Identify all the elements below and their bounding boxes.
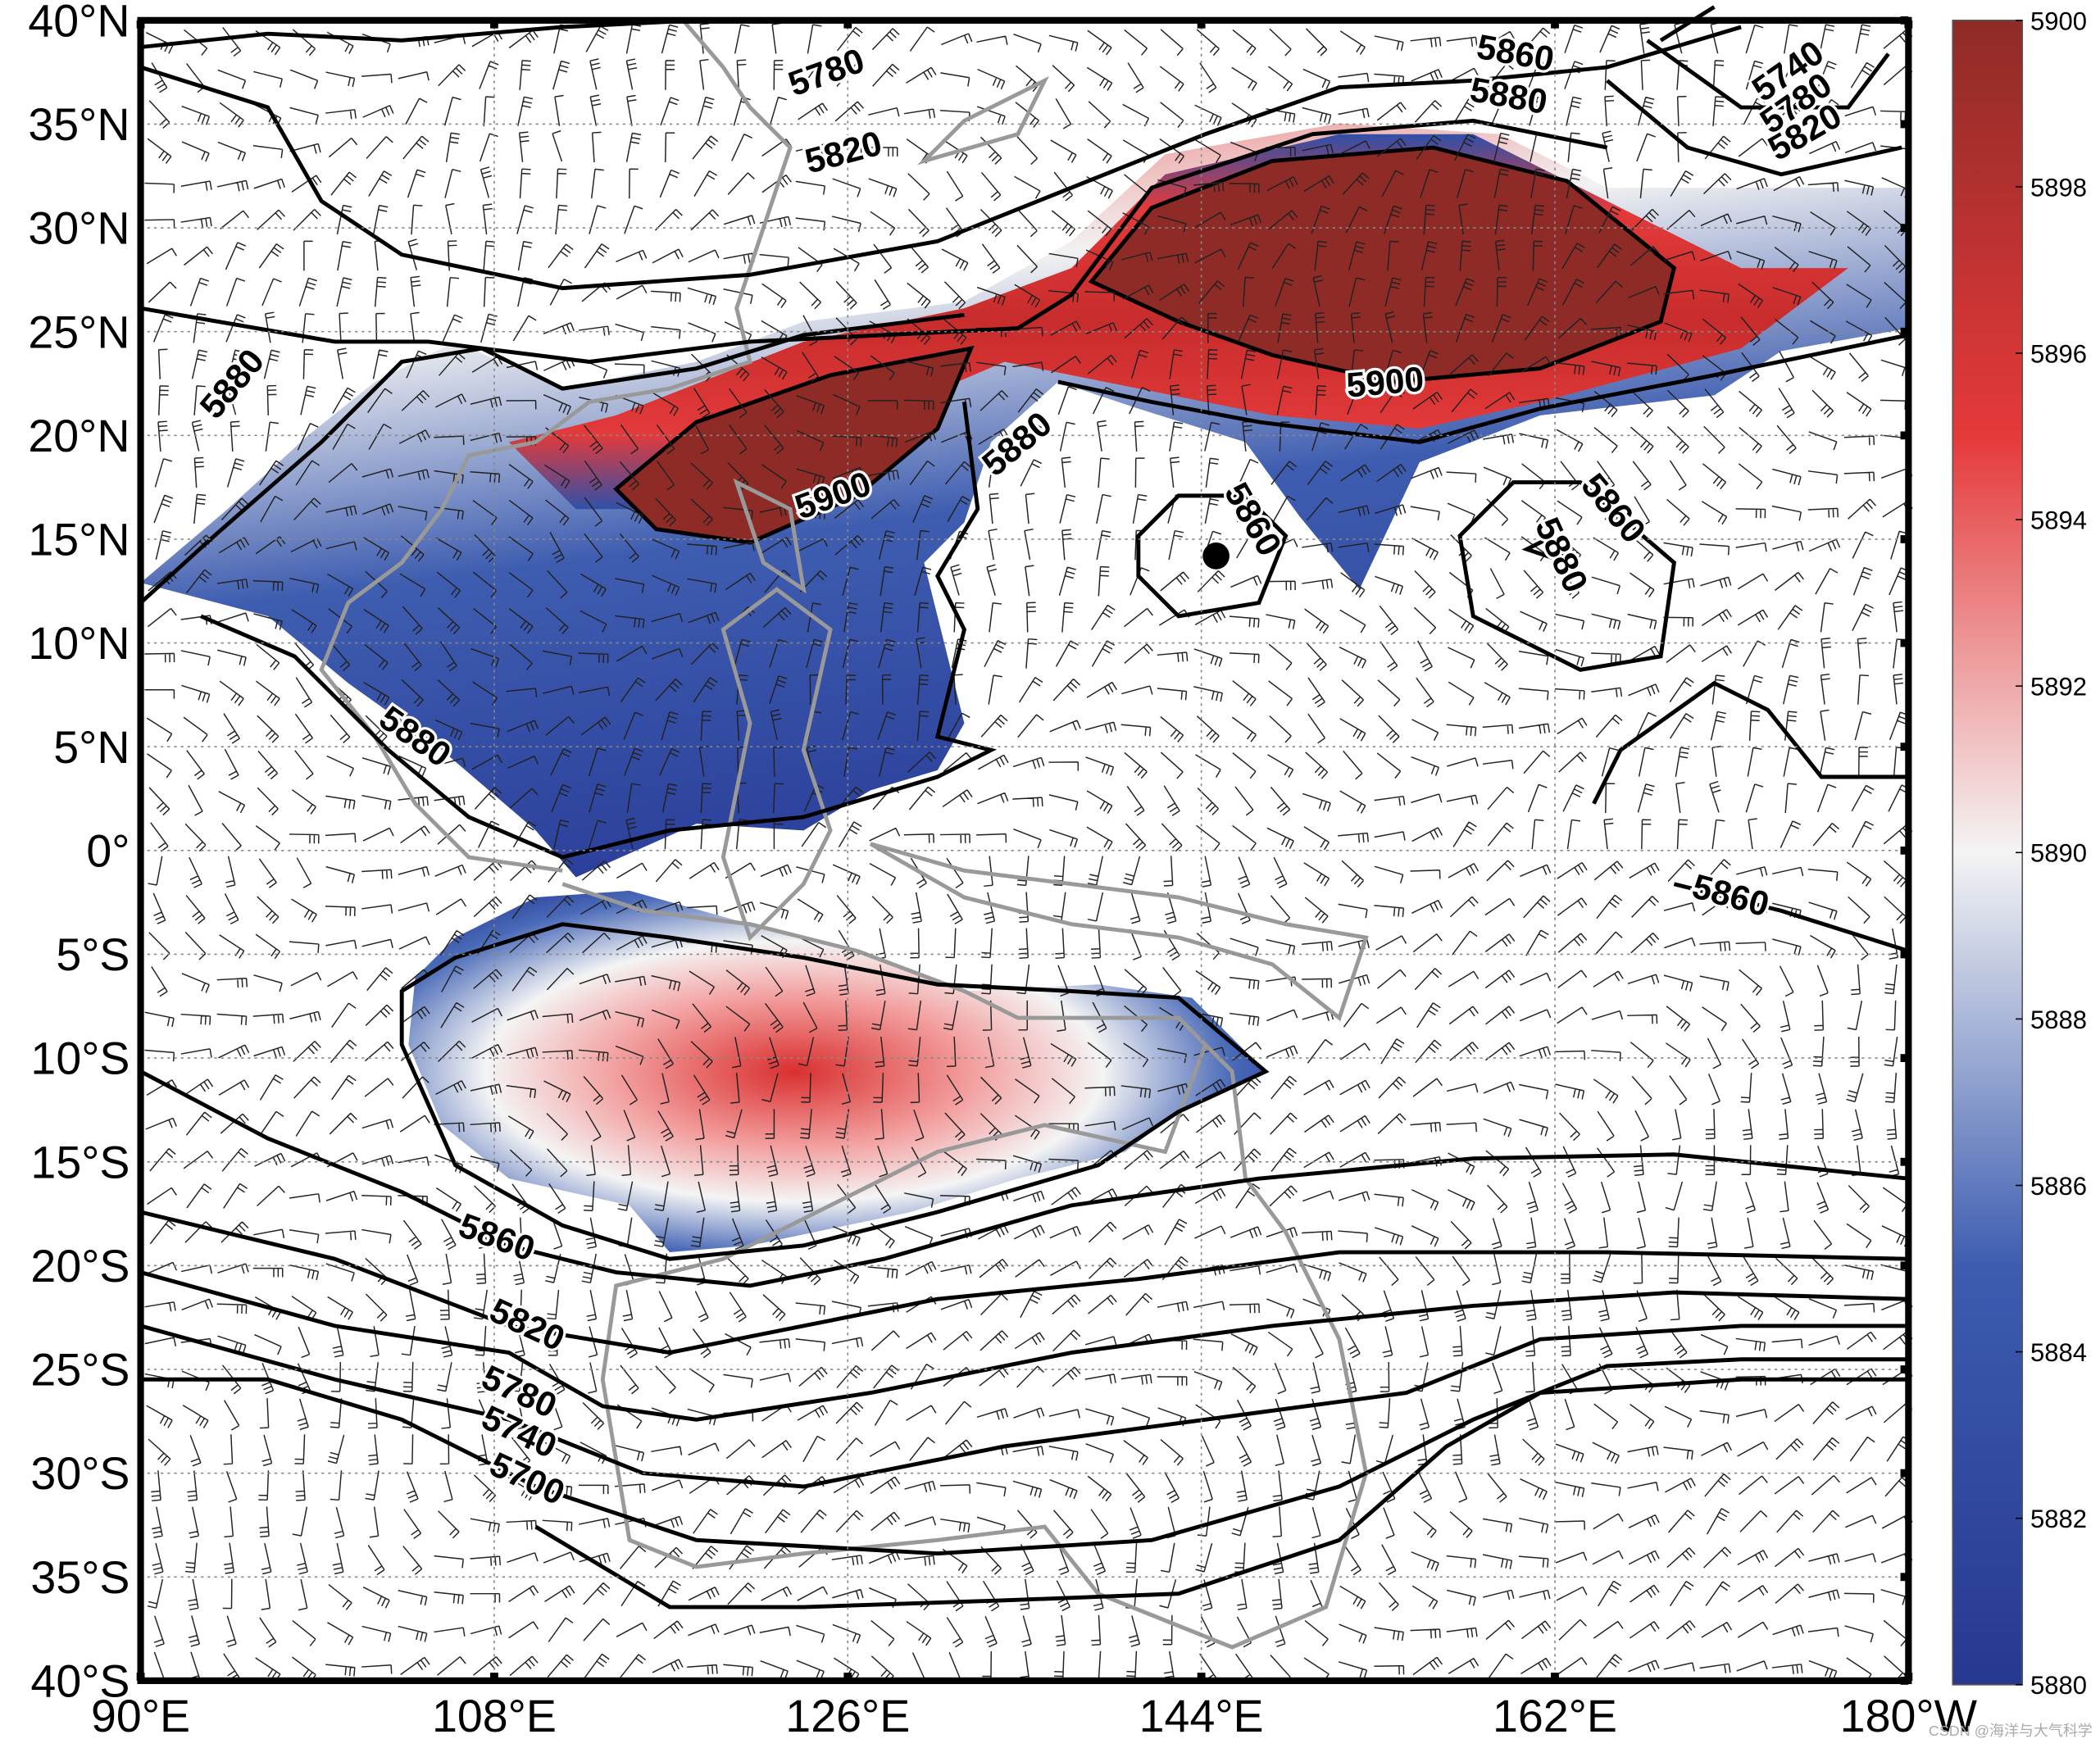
wind-barb [144, 21, 1913, 1684]
colorbar-label: 5890 [2030, 839, 2087, 868]
shading [140, 123, 1909, 1253]
lat-label: 40°S [30, 1656, 130, 1707]
lat-label: 15°N [28, 515, 130, 565]
wind-barbs [144, 21, 1913, 1684]
contour [139, 25, 1742, 291]
lat-label: 35°N [28, 99, 130, 150]
colorbar-label: 5884 [2030, 1338, 2087, 1367]
colorbar-label: 5892 [2030, 673, 2087, 701]
coastline [869, 842, 1369, 1022]
lat-label: 0° [86, 825, 130, 876]
colorbar-label: 5894 [2030, 506, 2087, 535]
tick-mark [1900, 638, 1909, 647]
tick-mark [1900, 120, 1909, 129]
lat-label: 10°S [30, 1033, 130, 1084]
contours [139, 5, 1910, 1610]
lat-label: 30°N [28, 203, 130, 254]
colorbar-label: 5882 [2030, 1505, 2087, 1533]
tick-mark [1900, 950, 1909, 959]
lon-label: 144°E [1139, 1691, 1264, 1741]
contour [1136, 493, 1289, 619]
contour [1592, 680, 1910, 953]
shade-dark-1 [612, 345, 975, 545]
tick-mark [1900, 535, 1909, 543]
contour-label: 5880 [193, 342, 272, 426]
lat-label: 5°N [53, 722, 130, 773]
watermark: CSDN @海洋与大气科学 [1929, 1723, 2093, 1739]
coastline [733, 75, 1049, 594]
colorbar-label: 5898 [2030, 173, 2087, 202]
contour-label: 5780 [784, 42, 870, 104]
tick-mark [1551, 20, 1559, 29]
lat-label: 25°S [30, 1345, 130, 1396]
tick-mark [1900, 742, 1909, 751]
contour-low [1202, 543, 1230, 570]
lat-label: 40°N [28, 0, 130, 46]
contour [139, 1270, 1909, 1422]
contour-label: 5880 [1467, 70, 1550, 122]
lon-label: 126°E [785, 1691, 910, 1741]
contour [399, 922, 1270, 1261]
contour [139, 312, 998, 860]
tick-mark [1551, 1673, 1559, 1681]
tick-mark [1900, 846, 1909, 855]
colorbar-label: 5880 [2030, 1671, 2087, 1700]
tick-mark [1900, 1261, 1909, 1270]
map-frame [137, 16, 1912, 1684]
contour [140, 1357, 1909, 1556]
coastline [561, 882, 1369, 1650]
colorbar-label: 5900 [2030, 7, 2087, 35]
tick-mark [1197, 20, 1206, 29]
lat-label: 25°N [28, 306, 130, 357]
tick-mark [1900, 1573, 1909, 1582]
contour-label: 5860 [1573, 466, 1652, 551]
shade-dark-2 [1088, 145, 1677, 384]
contour [139, 1323, 1909, 1489]
colorbar [1952, 20, 2024, 1686]
contour [1457, 480, 1677, 672]
tick-mark [843, 1673, 852, 1681]
lon-label: 108°E [432, 1691, 557, 1741]
tick-mark [490, 1673, 498, 1681]
tick-mark [1900, 1469, 1909, 1478]
contour-label: 5900 [1345, 361, 1425, 406]
colorbar-label: 5888 [2030, 1006, 2087, 1034]
tick-mark [1197, 1673, 1206, 1681]
lat-label: 35°S [30, 1552, 130, 1603]
tick-mark [843, 20, 852, 29]
tick-mark [1900, 1365, 1909, 1373]
lon-label: 180°W [1840, 1691, 1978, 1741]
lat-label: 15°S [30, 1137, 130, 1187]
tick-mark [490, 20, 498, 29]
tick-mark [1900, 1054, 1909, 1063]
contour [139, 1210, 1909, 1355]
lat-label: 20°N [28, 411, 130, 461]
contour-label: 5860 [1689, 868, 1773, 925]
contour-label: 5820 [801, 125, 885, 182]
colorbar-label: 5886 [2030, 1172, 2087, 1201]
tick-mark [1900, 327, 1909, 336]
tick-mark [1900, 224, 1909, 232]
tick-mark [1900, 1157, 1909, 1166]
contour [139, 1069, 1909, 1288]
contour [534, 1377, 1909, 1610]
tick-mark [1900, 431, 1909, 440]
contour [140, 18, 697, 49]
lat-label: 5°S [56, 929, 130, 980]
lat-label: 30°S [30, 1448, 130, 1499]
contour [1057, 333, 1909, 445]
contour-label: 5860 [453, 1206, 539, 1269]
lon-label: 162°E [1493, 1691, 1617, 1741]
lon-label: 90°E [91, 1691, 190, 1741]
colorbar-label: 5896 [2030, 339, 2087, 368]
coastline [720, 587, 833, 942]
lat-label: 20°S [30, 1241, 130, 1292]
lat-label: 10°N [28, 618, 130, 669]
